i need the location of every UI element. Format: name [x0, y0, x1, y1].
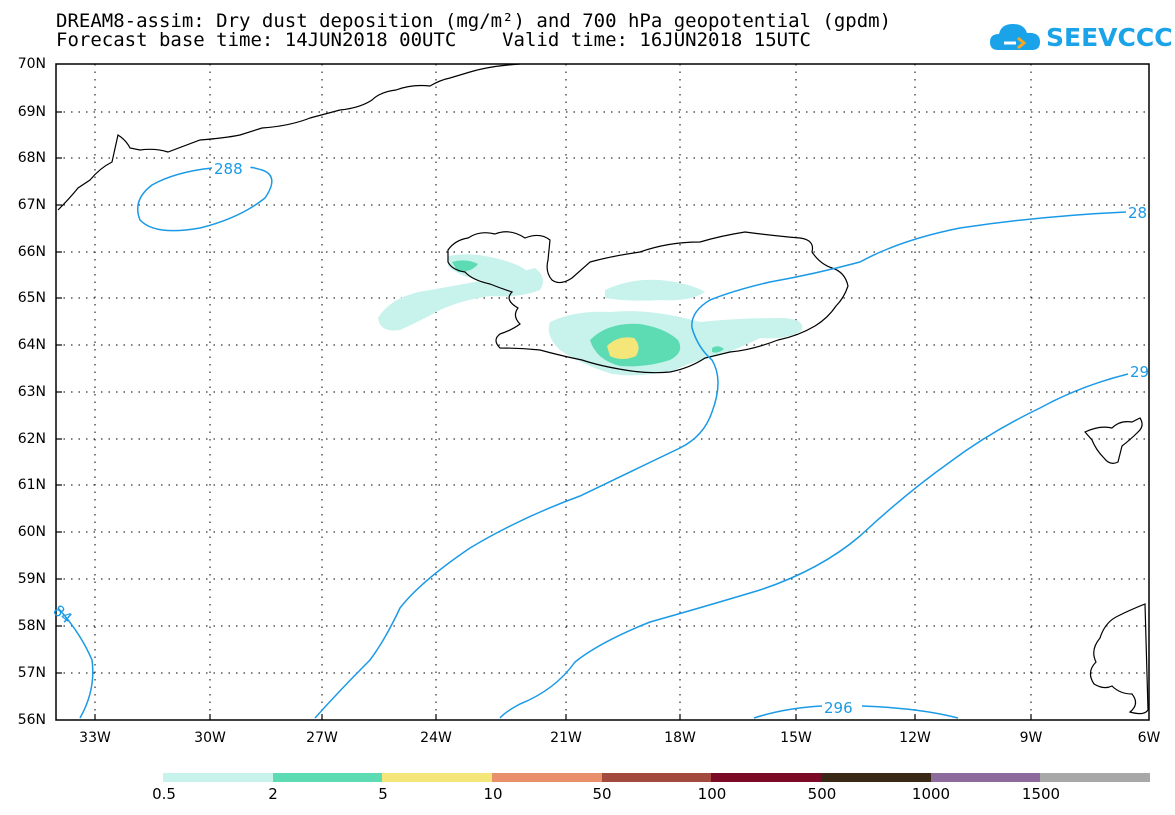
- lon-label: 33W: [79, 730, 111, 746]
- colorbar-label: 2: [268, 785, 278, 803]
- colorbar-label: 0.5: [152, 785, 176, 803]
- lat-label: 56N: [17, 712, 46, 728]
- colorbar-segment: [382, 773, 493, 782]
- colorbar-segment: [930, 773, 1041, 782]
- lon-label: 12W: [899, 730, 931, 746]
- contour-296: [753, 705, 959, 719]
- lat-label: 57N: [17, 665, 46, 681]
- dust-area-vatnajokull-high: [607, 337, 639, 359]
- colorbar-label: 5: [378, 785, 388, 803]
- lon-label: 24W: [420, 730, 452, 746]
- colorbar-segment: [492, 773, 602, 782]
- lon-label: 21W: [550, 730, 582, 746]
- lon-label: 27W: [306, 730, 338, 746]
- lat-label: 62N: [17, 431, 46, 447]
- colorbar-segment: [1040, 773, 1151, 782]
- contour-label-288-top: 288: [214, 160, 243, 178]
- lat-label: 61N: [17, 477, 46, 493]
- colorbar-segment: [272, 773, 383, 782]
- lat-label: 65N: [17, 290, 46, 306]
- seevccc-logo: SEEVCCC: [988, 18, 1173, 58]
- lat-label: 63N: [17, 384, 46, 400]
- colorbar-label: 100: [697, 785, 727, 803]
- map-title: DREAM8-assim: Dry dust deposition (mg/m²…: [56, 10, 892, 32]
- lat-label: 58N: [17, 618, 46, 634]
- contour-284: [57, 607, 94, 719]
- colorbar-segment: [711, 773, 822, 782]
- dust-area-north: [605, 279, 705, 301]
- dust-area-west: [378, 268, 544, 331]
- geopotential-contours: [57, 166, 1129, 719]
- colorbar-segment: [821, 773, 931, 782]
- lat-label: 70N: [17, 56, 46, 72]
- coastline-scotland: [1089, 603, 1149, 715]
- colorbar-segment: [163, 773, 273, 782]
- axis-ticks: [56, 111, 1032, 720]
- lon-label: 15W: [780, 730, 812, 746]
- lon-label: 18W: [664, 730, 696, 746]
- contour-label-296-bottom: 296: [824, 699, 853, 717]
- colorbar-legend: [163, 773, 1151, 782]
- dust-area-westfjords-mid: [452, 260, 478, 272]
- lon-label: 30W: [194, 730, 226, 746]
- map-frame: [55, 63, 1150, 721]
- colorbar-segment: [601, 773, 712, 782]
- lat-label: 66N: [17, 244, 46, 260]
- lat-label: 69N: [17, 104, 46, 120]
- lat-label: 64N: [17, 337, 46, 353]
- logo-text: SEEVCCC: [1046, 23, 1173, 52]
- map-subtitle-times: Forecast base time: 14JUN2018 00UTC Vali…: [56, 29, 811, 51]
- dust-area-east-spot: [712, 346, 724, 353]
- colorbar-label: 500: [807, 785, 837, 803]
- lat-label: 60N: [17, 524, 46, 540]
- contour-label-292-right: 29: [1130, 363, 1149, 381]
- contour-label-288-right: 28: [1128, 204, 1147, 222]
- contour-288-long: [314, 211, 1127, 719]
- coastline-iceland: [447, 231, 849, 374]
- contour-288-closed: [137, 166, 273, 232]
- coastline-faroes: [1084, 417, 1143, 464]
- lat-label: 67N: [17, 197, 46, 213]
- colorbar-label: 50: [592, 785, 612, 803]
- lat-label: 59N: [17, 571, 46, 587]
- lon-label: 6W: [1137, 730, 1161, 746]
- colorbar-label: 10: [483, 785, 503, 803]
- colorbar-label: 1000: [911, 785, 951, 803]
- coastlines: [57, 63, 1149, 715]
- lon-label: 9W: [1019, 730, 1043, 746]
- lat-label: 68N: [17, 150, 46, 166]
- contour-292: [499, 373, 1129, 719]
- coastline-greenland: [57, 63, 521, 211]
- colorbar-label: 1500: [1021, 785, 1061, 803]
- dust-deposition-shading: [378, 254, 803, 376]
- cloud-logo-icon: [990, 24, 1040, 50]
